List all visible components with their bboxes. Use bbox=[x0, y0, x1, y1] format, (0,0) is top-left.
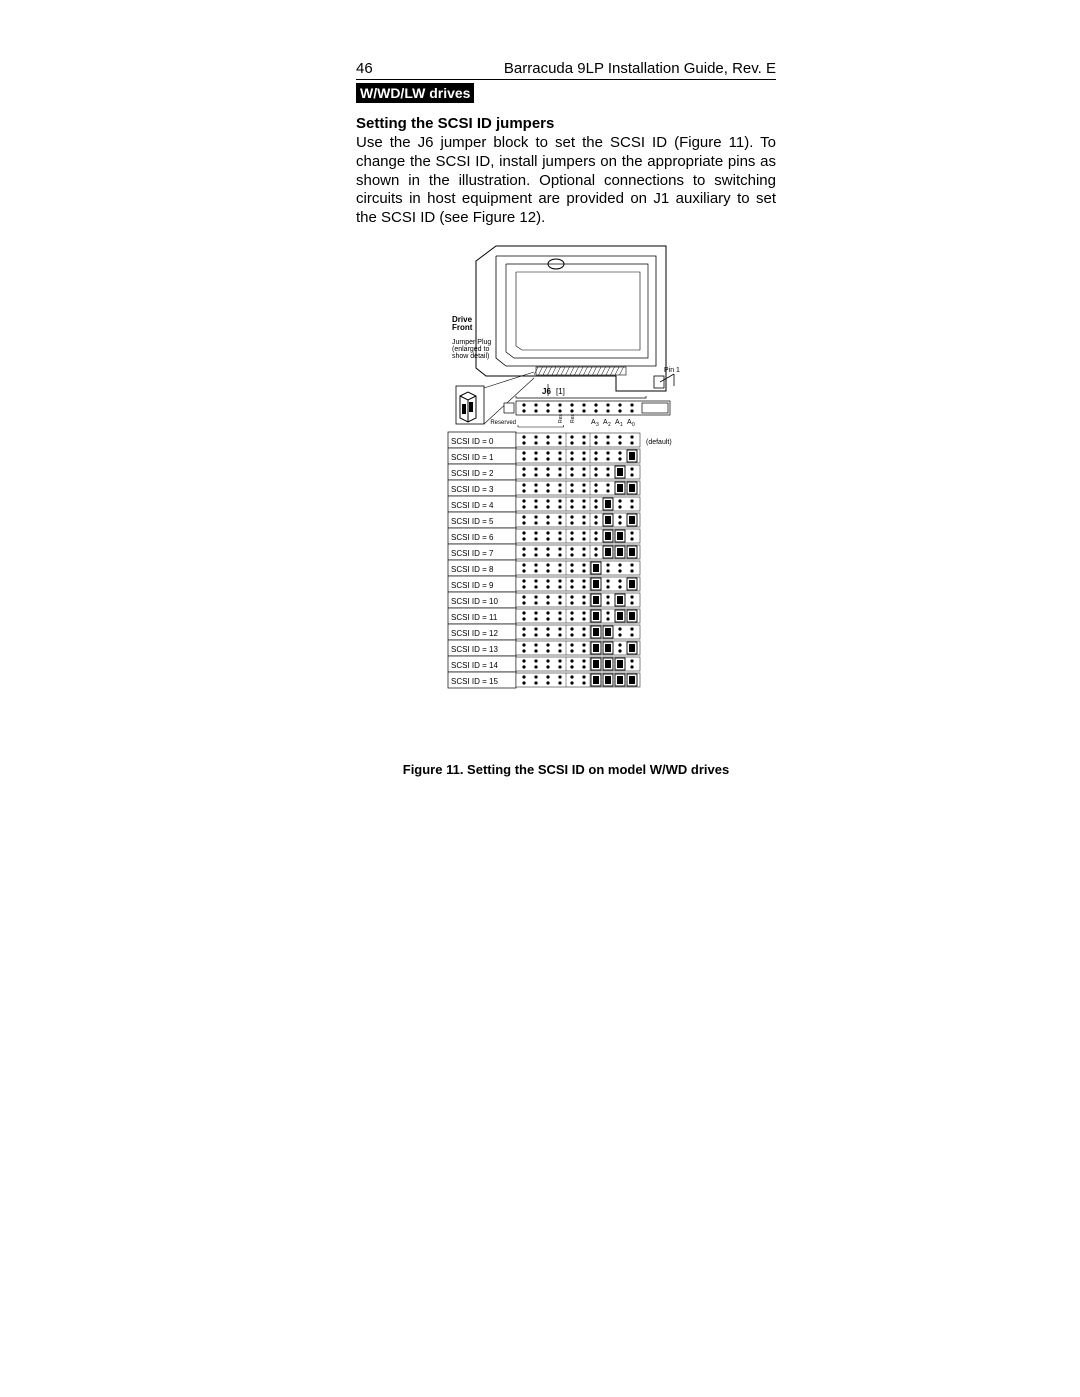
running-header: 46 Barracuda 9LP Installation Guide, Rev… bbox=[356, 60, 776, 80]
scsi-id-label: SCSI ID = 14 bbox=[451, 661, 498, 670]
svg-text:3: 3 bbox=[596, 422, 599, 428]
svg-text:Jumper Plug: Jumper Plug bbox=[452, 339, 491, 346]
scsi-id-label: SCSI ID = 3 bbox=[451, 485, 494, 494]
label-j6: J6 bbox=[542, 387, 551, 396]
svg-text:1: 1 bbox=[620, 422, 623, 428]
scsi-id-label: SCSI ID = 12 bbox=[451, 629, 498, 638]
body-paragraph: Use the J6 jumper block to set the SCSI … bbox=[356, 134, 776, 228]
scsi-id-label: SCSI ID = 11 bbox=[451, 613, 498, 622]
figure-caption: Figure 11. Setting the SCSI ID on model … bbox=[356, 762, 776, 777]
svg-text:2: 2 bbox=[608, 422, 611, 428]
scsi-id-label: SCSI ID = 6 bbox=[451, 533, 494, 542]
svg-text:Front: Front bbox=[452, 323, 473, 332]
label-reserved: Reserved bbox=[490, 420, 516, 426]
scsi-id-label: SCSI ID = 4 bbox=[451, 501, 494, 510]
page-number: 46 bbox=[356, 60, 373, 77]
svg-text:show detail): show detail) bbox=[452, 353, 489, 360]
scsi-id-label: SCSI ID = 1 bbox=[451, 453, 494, 462]
scsi-id-label: SCSI ID = 15 bbox=[451, 677, 498, 686]
label-default: (default) bbox=[646, 439, 672, 446]
svg-text:Res: Res bbox=[558, 413, 564, 422]
svg-text:Res: Res bbox=[570, 413, 576, 422]
scsi-id-label: SCSI ID = 13 bbox=[451, 645, 498, 654]
svg-text:(enlarged to: (enlarged to bbox=[452, 346, 489, 353]
figure-scsi-id: DriveFrontJumper Plug(enlarged toshow de… bbox=[356, 236, 776, 756]
section-badge: W/WD/LW drives bbox=[356, 83, 474, 103]
scsi-id-label: SCSI ID = 8 bbox=[451, 565, 494, 574]
running-title: Barracuda 9LP Installation Guide, Rev. E bbox=[504, 60, 776, 77]
section-heading: Setting the SCSI ID jumpers bbox=[356, 115, 776, 132]
svg-text:[1]: [1] bbox=[556, 387, 565, 396]
scsi-id-label: SCSI ID = 9 bbox=[451, 581, 494, 590]
label-pin1: Pin 1 bbox=[664, 367, 680, 374]
scsi-id-label: SCSI ID = 5 bbox=[451, 517, 494, 526]
scsi-id-label: SCSI ID = 2 bbox=[451, 469, 494, 478]
scsi-id-label: SCSI ID = 0 bbox=[451, 437, 494, 446]
svg-text:0: 0 bbox=[632, 422, 635, 428]
scsi-id-label: SCSI ID = 10 bbox=[451, 597, 498, 606]
scsi-id-label: SCSI ID = 7 bbox=[451, 549, 494, 558]
